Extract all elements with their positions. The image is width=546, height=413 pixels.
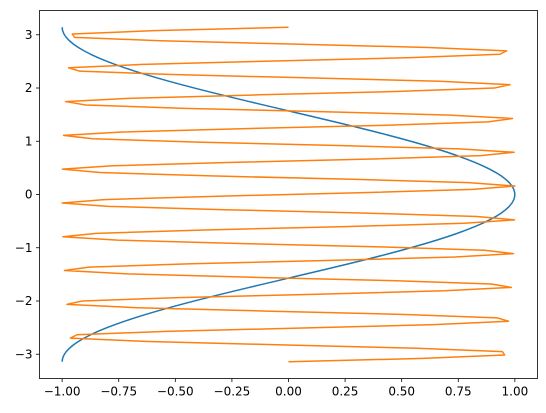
- x-tick-label: 0.75: [445, 385, 472, 399]
- y-tick-label: −3: [15, 347, 33, 361]
- x-tick-label: 0.00: [275, 385, 302, 399]
- y-axis: −3 −2 −1 0 1 2 3: [15, 28, 40, 361]
- x-tick-label: 1.00: [502, 385, 529, 399]
- y-tick-label: −2: [15, 294, 33, 308]
- y-tick-label: 3: [25, 28, 33, 42]
- y-tick-label: 2: [25, 81, 33, 95]
- x-tick-label: −0.25: [214, 385, 251, 399]
- y-tick-label: −1: [15, 241, 33, 255]
- series-line-0: [61, 27, 516, 362]
- x-tick-label: 0.25: [332, 385, 359, 399]
- x-tick-label: 0.50: [388, 385, 415, 399]
- x-tick-label: −1.00: [44, 385, 81, 399]
- y-tick-label: 1: [25, 134, 33, 148]
- x-tick-label: −0.75: [100, 385, 137, 399]
- x-tick-label: −0.50: [157, 385, 194, 399]
- plot-lines: [61, 26, 516, 363]
- y-tick-label: 0: [25, 188, 33, 202]
- x-axis: −1.00 −0.75 −0.50 −0.25 0.00 0.25 0.50 0.75 1.00: [44, 378, 529, 399]
- series-line-1: [61, 26, 516, 363]
